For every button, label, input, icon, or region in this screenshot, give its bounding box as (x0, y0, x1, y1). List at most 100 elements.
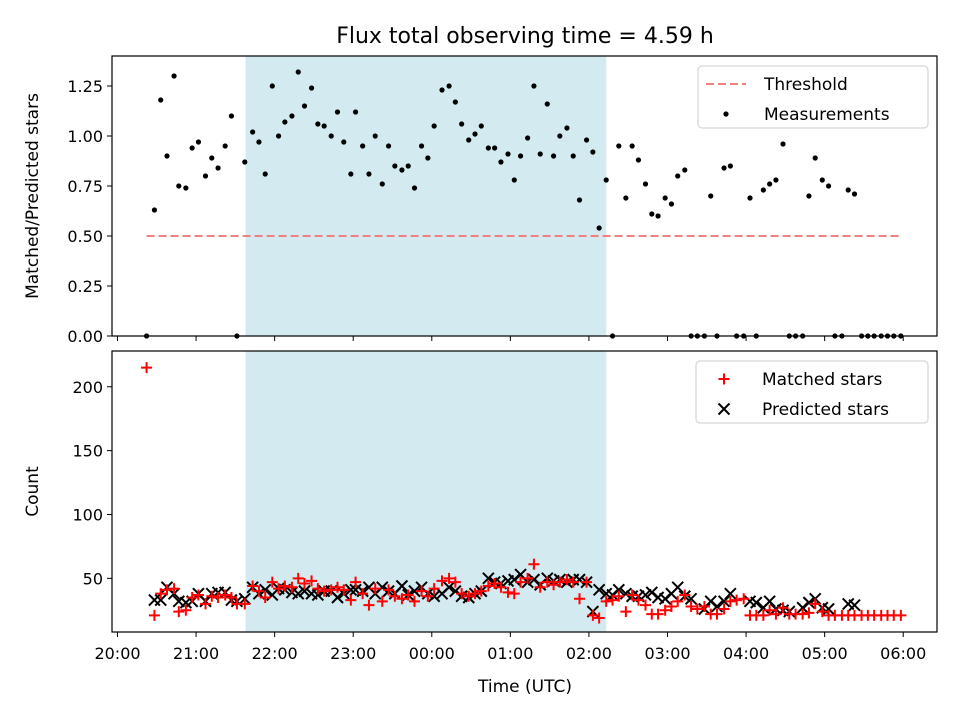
measurement-point (446, 83, 452, 89)
matched-star-point (469, 588, 481, 600)
predicted-star-point (427, 590, 441, 603)
predicted-star-point (154, 593, 167, 607)
measurement-point (183, 185, 189, 191)
measurement-point (583, 137, 590, 143)
measurement-point (360, 143, 366, 149)
measurement-point (708, 193, 714, 199)
matched-star-point (581, 576, 593, 588)
bottom-y-tick-label: 50 (83, 569, 103, 588)
top-observing-window (245, 56, 607, 336)
matched-star-point (567, 576, 579, 588)
measurement-point (668, 201, 675, 207)
matched-star-point (155, 588, 167, 600)
measurement-point (616, 143, 622, 149)
legend-label: Threshold (763, 75, 848, 95)
measurement-point (747, 195, 753, 201)
top-legend-box (697, 65, 929, 129)
matched-star-point (495, 581, 507, 593)
bottom-axes-frame (111, 350, 938, 633)
measurement-point (431, 123, 437, 129)
matched-star-point (186, 592, 198, 604)
matched-star-point (640, 599, 651, 611)
matched-star-point (757, 609, 769, 621)
matched-star-point (409, 595, 420, 607)
top-panel: 0.00 0.25 0.50 0.75 1.00 1.25 Matched/Predicte… (23, 55, 938, 346)
matched-star-point (803, 607, 815, 619)
measurement-point (780, 141, 786, 147)
matched-star-point (338, 584, 350, 596)
measurement-point (682, 167, 688, 173)
predicted-star-point (619, 587, 633, 600)
matched-star-point (770, 608, 782, 620)
measurement-point (295, 69, 301, 75)
legend-matched-marker (718, 373, 730, 385)
measurement-point (623, 195, 629, 201)
measurement-point (366, 171, 372, 177)
matched-star-point (318, 585, 330, 597)
measurement-point (189, 145, 195, 151)
matched-star-point (168, 583, 180, 595)
measurement-point (675, 173, 681, 179)
bottom-observing-window (245, 351, 607, 632)
matched-star-point (548, 579, 560, 591)
matched-star-point (816, 606, 828, 618)
measurement-point (635, 157, 642, 163)
measurement-point (760, 187, 766, 193)
measurement-point (228, 113, 235, 119)
matched-star-point (698, 600, 710, 612)
predicted-star-point (750, 596, 763, 609)
measurement-point (334, 109, 341, 115)
x-tick-label: 03:00 (644, 644, 690, 663)
measurement-point (321, 123, 327, 129)
matched-star-point (508, 588, 520, 600)
predicted-star-point (298, 584, 311, 598)
matched-star-point (764, 604, 776, 616)
measurement-point (576, 197, 583, 203)
matched-star-point (350, 576, 362, 588)
matched-star-point (777, 602, 789, 614)
measurement-point (275, 133, 282, 139)
legend-label: Measurements (764, 105, 890, 125)
measurement-point (544, 101, 550, 107)
matched-star-point (672, 595, 684, 607)
measurement-point (372, 133, 378, 139)
predicted-star-point (442, 581, 456, 594)
measurement-point (425, 155, 431, 161)
measurement-point (642, 181, 649, 187)
measurement-point (262, 171, 268, 177)
measurement-point (727, 163, 733, 169)
matched-star-point (161, 584, 173, 596)
matched-star-point (286, 581, 298, 593)
matched-star-point (607, 594, 618, 606)
matched-star-point (895, 609, 907, 621)
matched-star-point (266, 576, 278, 588)
measurement-point (459, 121, 465, 127)
matched-star-point (443, 572, 455, 584)
matched-star-point (626, 589, 638, 601)
matched-star-point (292, 572, 304, 584)
measurement-point (379, 181, 385, 187)
top-y-tick-label: 1.00 (67, 127, 103, 146)
top-y-tick-label: 0.75 (67, 177, 103, 196)
matched-star-point (561, 574, 573, 586)
predicted-star-point (671, 581, 684, 594)
matched-star-point (436, 575, 448, 587)
measurement-point (176, 183, 182, 189)
measurement-point (498, 159, 504, 165)
predicted-star-point (848, 598, 861, 612)
measurement-point (315, 121, 321, 127)
bottom-y-tick-label: 150 (72, 442, 103, 461)
matched-star-point (574, 593, 585, 605)
measurement-point (164, 153, 170, 159)
measurement-point (256, 139, 262, 145)
bottom-y-tick-label: 100 (72, 505, 103, 524)
measurement-point (478, 123, 484, 129)
matched-star-point (219, 589, 231, 601)
matched-star-point (416, 585, 428, 597)
x-tick-label: 05:00 (802, 644, 848, 663)
measurement-point (590, 149, 596, 155)
measurement-point (485, 145, 491, 151)
matched-star-point (515, 576, 527, 588)
measurement-point (202, 173, 209, 179)
matched-star-point (402, 589, 414, 601)
